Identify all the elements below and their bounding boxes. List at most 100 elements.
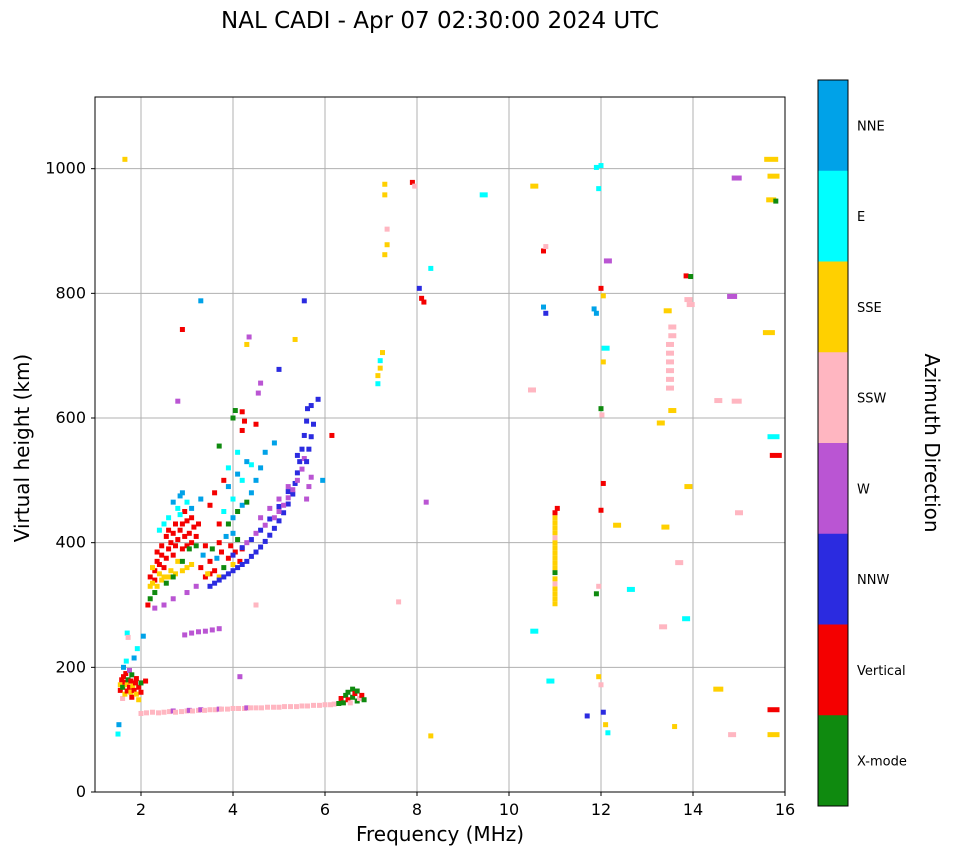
data-point (170, 530, 176, 536)
data-point (382, 181, 388, 187)
data-point (207, 558, 213, 564)
data-point (271, 515, 277, 521)
data-point (155, 710, 161, 716)
data-point (301, 432, 307, 438)
data-point (248, 537, 254, 543)
data-point (177, 512, 183, 518)
plot-border (94, 96, 786, 793)
data-point (179, 568, 185, 574)
data-point (216, 521, 222, 527)
data-point (304, 496, 310, 502)
data-point (552, 581, 558, 587)
data-point (207, 583, 213, 589)
data-point (382, 252, 388, 258)
data-point (212, 580, 218, 586)
data-point (221, 565, 227, 571)
data-point (189, 561, 195, 567)
data-point (228, 543, 234, 549)
data-point (598, 285, 604, 291)
data-point (216, 540, 222, 546)
data-point (221, 477, 227, 483)
data-point (236, 705, 242, 711)
data-point (271, 440, 277, 446)
data-point (285, 495, 291, 501)
data-point (119, 677, 125, 683)
colorbar-band-SSE (818, 261, 848, 353)
data-point (216, 577, 222, 583)
data-point (416, 285, 422, 291)
data-point (543, 244, 549, 250)
data-point (354, 688, 360, 694)
data-point (659, 624, 668, 630)
y-tick-label: 600 (55, 408, 86, 427)
data-point (207, 502, 213, 508)
data-point (684, 297, 693, 303)
data-point (552, 601, 558, 607)
data-point (159, 577, 165, 583)
data-point (168, 568, 174, 574)
data-point (170, 552, 176, 558)
data-point (123, 658, 129, 664)
colorbar-category-label: NNE (857, 119, 885, 134)
data-point (769, 452, 782, 458)
data-point (133, 691, 139, 697)
data-point (311, 421, 316, 427)
data-point (767, 732, 780, 738)
data-point (239, 561, 245, 567)
data-point (382, 192, 388, 198)
data-point (552, 570, 558, 576)
data-point (267, 516, 273, 522)
data-point (166, 515, 172, 521)
data-point (290, 491, 296, 497)
data-point (276, 496, 282, 502)
data-point (293, 704, 299, 710)
data-point (154, 558, 160, 564)
data-point (120, 696, 126, 702)
data-point (375, 381, 381, 387)
data-point (136, 697, 142, 703)
colorbar-band-NNE (818, 80, 848, 172)
data-point (131, 687, 137, 693)
data-point (428, 265, 434, 271)
data-point (166, 574, 172, 580)
data-point (115, 731, 121, 737)
data-point (259, 705, 265, 711)
scatter-points (115, 156, 782, 739)
x-tick-label: 14 (683, 800, 703, 819)
colorbar-border (817, 79, 849, 807)
data-point (175, 558, 181, 564)
data-point (125, 634, 131, 640)
data-point (299, 703, 305, 709)
data-point (152, 577, 158, 583)
data-point (213, 707, 219, 713)
data-point (173, 543, 178, 549)
data-point (193, 543, 199, 549)
data-point (122, 691, 128, 697)
data-point (235, 509, 241, 515)
data-point (159, 552, 165, 558)
data-point (305, 703, 311, 709)
data-point (221, 509, 227, 515)
data-point (129, 672, 135, 678)
x-tick-label: 2 (136, 800, 146, 819)
data-point (666, 368, 674, 374)
data-point (322, 702, 328, 708)
data-point (684, 484, 693, 490)
x-axis-label: Frequency (MHz) (355, 822, 525, 846)
colorbar-band-Vertical (818, 624, 848, 716)
data-point (282, 704, 288, 710)
data-point (409, 179, 415, 185)
data-point (666, 359, 674, 365)
data-point (593, 591, 599, 597)
data-point (767, 173, 780, 179)
data-point (154, 583, 160, 589)
data-point (253, 530, 259, 536)
data-point (423, 499, 429, 505)
data-point (350, 686, 356, 692)
data-point (285, 489, 291, 495)
data-point (209, 627, 215, 633)
data-point (345, 697, 351, 703)
data-point (247, 705, 253, 711)
data-point (328, 702, 334, 708)
data-point (156, 561, 162, 567)
